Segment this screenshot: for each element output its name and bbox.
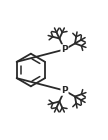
Text: P: P xyxy=(61,86,68,95)
Text: P: P xyxy=(61,45,68,54)
